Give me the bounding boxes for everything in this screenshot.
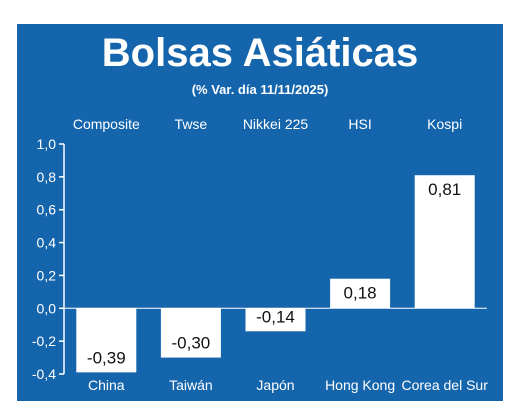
- y-tick-label: 0,4: [37, 235, 57, 251]
- y-tick-label: -0,4: [32, 366, 56, 382]
- bars: [76, 175, 475, 373]
- y-tick-label: 1,0: [37, 136, 57, 152]
- x-axis: China Taiwán Japón Hong Kong Corea del Sur: [88, 377, 488, 393]
- bar: [414, 175, 475, 309]
- value-labels: -0,39 -0,30 -0,14 0,18 0,81: [87, 180, 461, 367]
- value-label: -0,39: [87, 348, 126, 367]
- bar: [330, 278, 391, 309]
- index-label: Composite: [73, 116, 140, 132]
- value-label: 0,18: [344, 284, 377, 303]
- index-label: Twse: [175, 116, 208, 132]
- bar: [245, 308, 306, 332]
- index-label: HSI: [348, 116, 371, 132]
- category-label: Corea del Sur: [402, 377, 489, 393]
- category-label: Japón: [256, 377, 294, 393]
- y-tick-label: -0,2: [32, 333, 56, 349]
- bar: [76, 308, 137, 373]
- y-tick-label: 0,8: [37, 169, 57, 185]
- value-label: 0,81: [428, 180, 461, 199]
- chart-title: Bolsas Asiáticas: [102, 31, 418, 75]
- category-label: Hong Kong: [325, 377, 395, 393]
- index-label: Kospi: [427, 116, 462, 132]
- category-label: China: [88, 377, 125, 393]
- y-tick-label: 0,2: [37, 267, 57, 283]
- chart-subtitle: (% Var. día 11/11/2025): [192, 82, 329, 97]
- chart-panel: Bolsas Asiáticas (% Var. día 11/11/2025)…: [17, 24, 503, 401]
- chart-svg: Bolsas Asiáticas (% Var. día 11/11/2025)…: [32, 31, 488, 393]
- index-label: Nikkei 225: [243, 116, 309, 132]
- value-label: -0,14: [256, 307, 295, 326]
- y-tick-label: 0,0: [37, 300, 57, 316]
- bar: [160, 308, 221, 358]
- y-tick-label: 0,6: [37, 202, 57, 218]
- value-label: -0,30: [172, 334, 211, 353]
- index-labels: Composite Twse Nikkei 225 HSI Kospi: [73, 116, 462, 132]
- category-label: Taiwán: [169, 377, 213, 393]
